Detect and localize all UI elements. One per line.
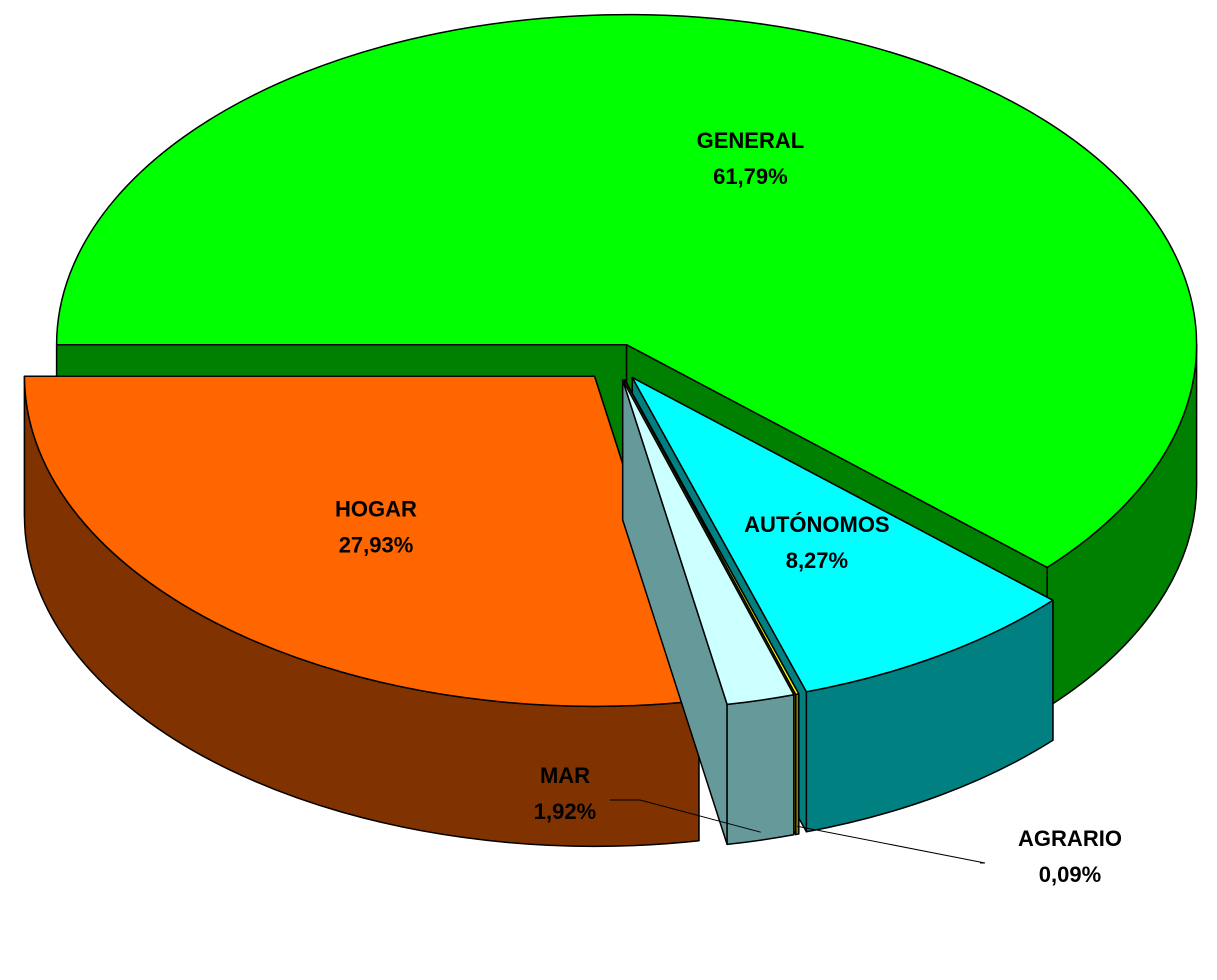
leader-line	[610, 799, 761, 833]
slice-value-label: 27,93%	[339, 532, 414, 557]
slice	[55, 13, 1198, 569]
slice-outer-wall	[794, 693, 800, 836]
slice-value-label: 1,92%	[534, 799, 596, 824]
slice	[623, 378, 800, 696]
slice	[23, 375, 700, 708]
leader-line	[797, 825, 986, 864]
slice-label: AGRARIO	[1018, 826, 1122, 851]
slice-label: AUTÓNOMOS	[744, 512, 889, 537]
slice-label: GENERAL	[697, 128, 805, 153]
slice	[621, 379, 795, 706]
slice-label: MAR	[540, 763, 590, 788]
slice-value-label: 0,09%	[1039, 862, 1101, 887]
slice-label: HOGAR	[335, 496, 417, 521]
slice-value-label: 61,79%	[713, 164, 788, 189]
slice	[631, 376, 1054, 693]
slice-value-label: 8,27%	[786, 548, 848, 573]
slice-outer-wall	[726, 694, 795, 846]
